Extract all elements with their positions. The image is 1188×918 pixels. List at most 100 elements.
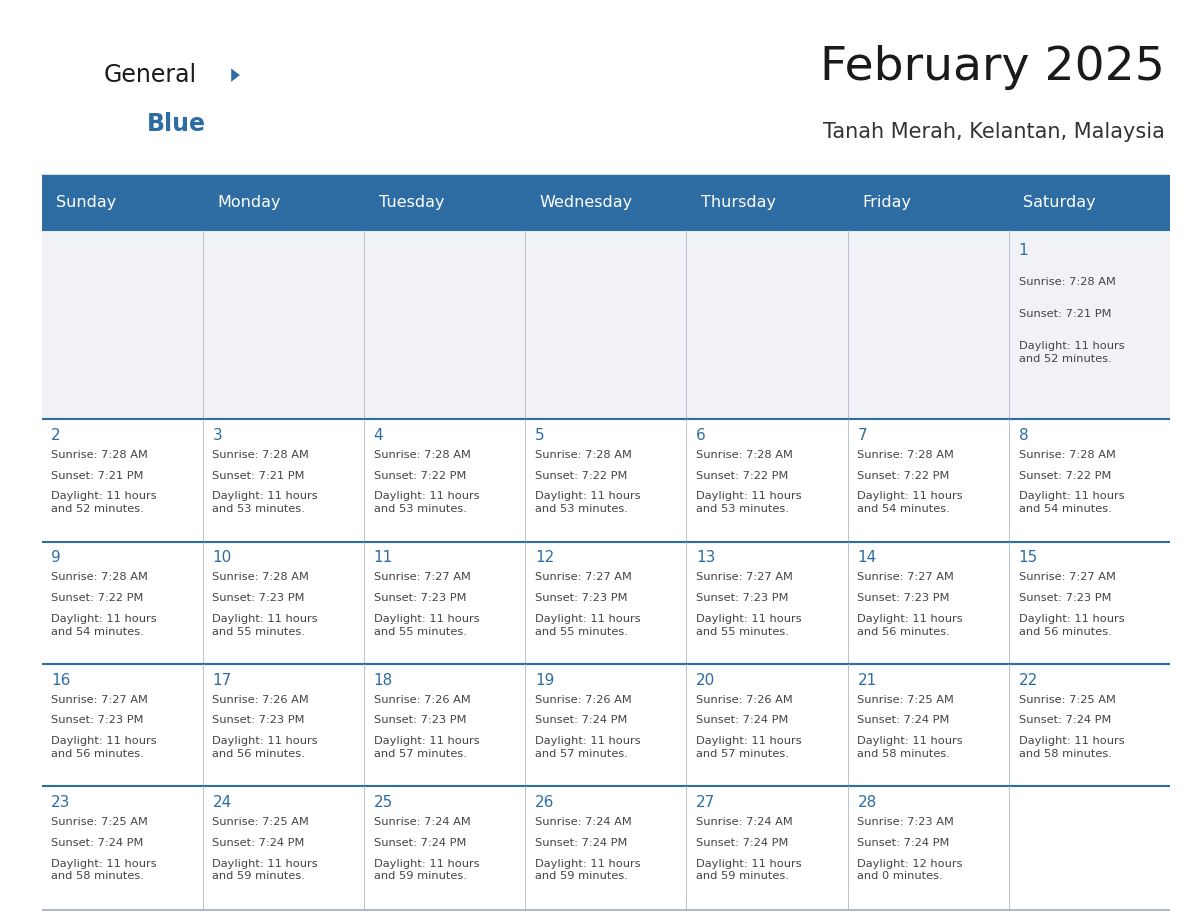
Text: 16: 16 xyxy=(51,673,70,688)
Text: Sunrise: 7:25 AM: Sunrise: 7:25 AM xyxy=(1018,695,1116,705)
Text: Sunrise: 7:28 AM: Sunrise: 7:28 AM xyxy=(1018,277,1116,287)
Text: 4: 4 xyxy=(374,428,384,442)
Text: Sunset: 7:22 PM: Sunset: 7:22 PM xyxy=(535,471,627,481)
Text: Sunrise: 7:27 AM: Sunrise: 7:27 AM xyxy=(858,572,954,582)
Text: 24: 24 xyxy=(213,795,232,810)
Text: Saturday: Saturday xyxy=(1023,196,1097,210)
Text: 20: 20 xyxy=(696,673,715,688)
Text: Daylight: 11 hours
and 57 minutes.: Daylight: 11 hours and 57 minutes. xyxy=(374,736,479,759)
Text: Sunset: 7:22 PM: Sunset: 7:22 PM xyxy=(858,471,949,481)
Text: Daylight: 11 hours
and 52 minutes.: Daylight: 11 hours and 52 minutes. xyxy=(51,491,157,514)
Text: Daylight: 11 hours
and 56 minutes.: Daylight: 11 hours and 56 minutes. xyxy=(1018,614,1124,637)
Text: Sunset: 7:22 PM: Sunset: 7:22 PM xyxy=(1018,471,1111,481)
Text: Daylight: 11 hours
and 58 minutes.: Daylight: 11 hours and 58 minutes. xyxy=(858,736,963,759)
Text: Sunrise: 7:28 AM: Sunrise: 7:28 AM xyxy=(858,450,954,460)
Text: Daylight: 11 hours
and 59 minutes.: Daylight: 11 hours and 59 minutes. xyxy=(535,858,640,881)
Text: Daylight: 11 hours
and 56 minutes.: Daylight: 11 hours and 56 minutes. xyxy=(213,736,318,759)
Text: 10: 10 xyxy=(213,550,232,565)
Text: Sunset: 7:24 PM: Sunset: 7:24 PM xyxy=(51,838,144,848)
Text: Daylight: 11 hours
and 54 minutes.: Daylight: 11 hours and 54 minutes. xyxy=(858,491,963,514)
Text: Sunrise: 7:27 AM: Sunrise: 7:27 AM xyxy=(1018,572,1116,582)
Text: Sunset: 7:24 PM: Sunset: 7:24 PM xyxy=(696,715,789,725)
Text: Daylight: 11 hours
and 57 minutes.: Daylight: 11 hours and 57 minutes. xyxy=(535,736,640,759)
Text: Sunset: 7:23 PM: Sunset: 7:23 PM xyxy=(213,715,305,725)
Text: 1: 1 xyxy=(1018,242,1029,258)
Text: Daylight: 11 hours
and 59 minutes.: Daylight: 11 hours and 59 minutes. xyxy=(374,858,479,881)
Text: Daylight: 12 hours
and 0 minutes.: Daylight: 12 hours and 0 minutes. xyxy=(858,858,963,881)
Text: 12: 12 xyxy=(535,550,554,565)
Text: Tanah Merah, Kelantan, Malaysia: Tanah Merah, Kelantan, Malaysia xyxy=(822,122,1164,141)
Text: Sunset: 7:23 PM: Sunset: 7:23 PM xyxy=(51,715,144,725)
Text: 8: 8 xyxy=(1018,428,1029,442)
Text: Daylight: 11 hours
and 58 minutes.: Daylight: 11 hours and 58 minutes. xyxy=(51,858,157,881)
Text: Sunday: Sunday xyxy=(56,196,116,210)
Text: Daylight: 11 hours
and 56 minutes.: Daylight: 11 hours and 56 minutes. xyxy=(858,614,963,637)
Text: Sunset: 7:22 PM: Sunset: 7:22 PM xyxy=(51,593,144,603)
Text: Sunset: 7:21 PM: Sunset: 7:21 PM xyxy=(51,471,144,481)
Text: Daylight: 11 hours
and 53 minutes.: Daylight: 11 hours and 53 minutes. xyxy=(696,491,802,514)
Text: 28: 28 xyxy=(858,795,877,810)
Text: Sunset: 7:23 PM: Sunset: 7:23 PM xyxy=(213,593,305,603)
Text: Sunset: 7:23 PM: Sunset: 7:23 PM xyxy=(858,593,950,603)
Text: Daylight: 11 hours
and 55 minutes.: Daylight: 11 hours and 55 minutes. xyxy=(374,614,479,637)
Text: Daylight: 11 hours
and 59 minutes.: Daylight: 11 hours and 59 minutes. xyxy=(696,858,802,881)
Text: Sunrise: 7:25 AM: Sunrise: 7:25 AM xyxy=(858,695,954,705)
Text: Sunrise: 7:28 AM: Sunrise: 7:28 AM xyxy=(51,572,148,582)
Text: Sunset: 7:24 PM: Sunset: 7:24 PM xyxy=(858,838,949,848)
Text: Daylight: 11 hours
and 52 minutes.: Daylight: 11 hours and 52 minutes. xyxy=(1018,341,1124,364)
Text: 9: 9 xyxy=(51,550,61,565)
Text: Sunset: 7:23 PM: Sunset: 7:23 PM xyxy=(374,593,466,603)
Text: Blue: Blue xyxy=(146,112,206,136)
Text: Sunrise: 7:24 AM: Sunrise: 7:24 AM xyxy=(696,817,792,827)
Text: 13: 13 xyxy=(696,550,715,565)
Text: Sunset: 7:23 PM: Sunset: 7:23 PM xyxy=(1018,593,1111,603)
Text: Sunrise: 7:26 AM: Sunrise: 7:26 AM xyxy=(213,695,309,705)
Text: 25: 25 xyxy=(374,795,393,810)
Text: Sunrise: 7:28 AM: Sunrise: 7:28 AM xyxy=(374,450,470,460)
Text: Sunrise: 7:25 AM: Sunrise: 7:25 AM xyxy=(51,817,148,827)
Text: Daylight: 11 hours
and 54 minutes.: Daylight: 11 hours and 54 minutes. xyxy=(51,614,157,637)
Text: Daylight: 11 hours
and 54 minutes.: Daylight: 11 hours and 54 minutes. xyxy=(1018,491,1124,514)
Text: Sunrise: 7:28 AM: Sunrise: 7:28 AM xyxy=(213,572,309,582)
Text: Sunset: 7:24 PM: Sunset: 7:24 PM xyxy=(535,715,627,725)
Text: 18: 18 xyxy=(374,673,393,688)
Text: 2: 2 xyxy=(51,428,61,442)
Text: Sunrise: 7:28 AM: Sunrise: 7:28 AM xyxy=(696,450,794,460)
Text: 26: 26 xyxy=(535,795,555,810)
Text: 23: 23 xyxy=(51,795,70,810)
Text: 3: 3 xyxy=(213,428,222,442)
Text: Daylight: 11 hours
and 59 minutes.: Daylight: 11 hours and 59 minutes. xyxy=(213,858,318,881)
Text: Daylight: 11 hours
and 55 minutes.: Daylight: 11 hours and 55 minutes. xyxy=(696,614,802,637)
Text: 17: 17 xyxy=(213,673,232,688)
Text: Daylight: 11 hours
and 55 minutes.: Daylight: 11 hours and 55 minutes. xyxy=(213,614,318,637)
Text: Sunset: 7:23 PM: Sunset: 7:23 PM xyxy=(374,715,466,725)
Text: Sunset: 7:22 PM: Sunset: 7:22 PM xyxy=(696,471,789,481)
Text: Sunset: 7:23 PM: Sunset: 7:23 PM xyxy=(696,593,789,603)
Text: Sunset: 7:21 PM: Sunset: 7:21 PM xyxy=(213,471,305,481)
Text: Sunset: 7:24 PM: Sunset: 7:24 PM xyxy=(535,838,627,848)
Text: Sunset: 7:24 PM: Sunset: 7:24 PM xyxy=(213,838,305,848)
Text: Tuesday: Tuesday xyxy=(379,196,444,210)
Text: 27: 27 xyxy=(696,795,715,810)
Text: Sunrise: 7:27 AM: Sunrise: 7:27 AM xyxy=(535,572,632,582)
Text: Sunrise: 7:26 AM: Sunrise: 7:26 AM xyxy=(535,695,632,705)
Text: Monday: Monday xyxy=(217,196,280,210)
Text: February 2025: February 2025 xyxy=(820,45,1164,90)
Text: Sunrise: 7:28 AM: Sunrise: 7:28 AM xyxy=(535,450,632,460)
Text: 19: 19 xyxy=(535,673,555,688)
Text: Sunset: 7:24 PM: Sunset: 7:24 PM xyxy=(374,838,466,848)
Text: Sunrise: 7:26 AM: Sunrise: 7:26 AM xyxy=(374,695,470,705)
Text: 7: 7 xyxy=(858,428,867,442)
Text: Daylight: 11 hours
and 58 minutes.: Daylight: 11 hours and 58 minutes. xyxy=(1018,736,1124,759)
Text: Daylight: 11 hours
and 53 minutes.: Daylight: 11 hours and 53 minutes. xyxy=(213,491,318,514)
Text: Sunset: 7:21 PM: Sunset: 7:21 PM xyxy=(1018,309,1111,319)
Text: Sunrise: 7:28 AM: Sunrise: 7:28 AM xyxy=(1018,450,1116,460)
Text: Sunrise: 7:27 AM: Sunrise: 7:27 AM xyxy=(374,572,470,582)
Text: Sunset: 7:22 PM: Sunset: 7:22 PM xyxy=(374,471,466,481)
Text: Sunrise: 7:28 AM: Sunrise: 7:28 AM xyxy=(213,450,309,460)
Text: Sunrise: 7:23 AM: Sunrise: 7:23 AM xyxy=(858,817,954,827)
Text: Sunset: 7:24 PM: Sunset: 7:24 PM xyxy=(696,838,789,848)
Text: Sunrise: 7:24 AM: Sunrise: 7:24 AM xyxy=(374,817,470,827)
Text: Thursday: Thursday xyxy=(701,196,776,210)
Polygon shape xyxy=(232,69,240,82)
